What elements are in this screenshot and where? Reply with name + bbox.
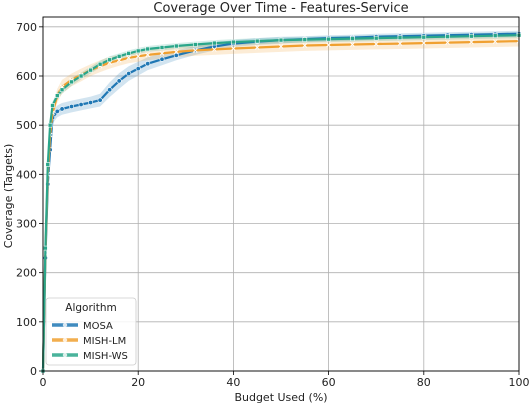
y-tick-label: 400	[16, 168, 37, 181]
data-point-mish-lm	[326, 42, 331, 48]
data-point-mish-lm	[212, 47, 217, 52]
legend-title: Algorithm	[65, 302, 116, 314]
data-point-mish-lm	[492, 39, 498, 44]
x-tick-label: 40	[226, 376, 240, 389]
data-point-mish-ws	[254, 38, 260, 44]
data-point-mish-ws	[43, 245, 48, 251]
data-point-mish-ws	[397, 35, 403, 40]
data-point-mish-lm	[145, 52, 151, 58]
data-point-mish-ws	[135, 48, 141, 54]
data-point-mish-lm	[192, 48, 198, 53]
data-point-mish-ws	[159, 45, 165, 50]
data-point-mish-ws	[107, 57, 112, 63]
data-point-mish-ws	[50, 103, 55, 108]
data-point-mish-lm	[350, 42, 355, 47]
data-point-mish-ws	[469, 33, 474, 39]
legend-marker	[62, 352, 68, 358]
data-point-mish-lm	[135, 53, 141, 59]
data-point-mish-ws	[421, 34, 427, 40]
data-point-mosa	[59, 106, 65, 112]
data-point-mish-ws	[88, 67, 93, 73]
data-point-mosa	[159, 56, 165, 62]
data-point-mish-ws	[492, 33, 498, 38]
data-point-mish-ws	[47, 122, 53, 128]
data-point-mish-ws	[373, 35, 379, 41]
x-tick-label: 60	[322, 376, 336, 389]
y-tick-label: 0	[30, 365, 37, 378]
data-point-mish-lm	[397, 41, 403, 46]
x-tick-label: 20	[131, 376, 145, 389]
data-point-mosa	[107, 87, 113, 93]
y-tick-label: 600	[16, 70, 37, 83]
legend-label-mish-ws: MISH-WS	[83, 351, 128, 362]
axes: 0 20 40 60 80 100 0 100 200 300 400 500 600 700	[16, 16, 530, 389]
data-point-mish-ws	[212, 40, 217, 46]
data-point-mish-ws	[278, 37, 284, 43]
legend-marker	[62, 322, 68, 328]
data-point-mish-ws	[78, 73, 84, 79]
x-tick-label: 100	[509, 376, 530, 389]
data-point-mosa	[126, 71, 132, 77]
chart-title: Coverage Over Time - Features-Service	[153, 1, 408, 16]
data-point-mish-lm	[373, 41, 379, 47]
y-tick-label: 500	[16, 119, 37, 132]
legend: Algorithm MOSA MISH-LM MISH-WS	[45, 297, 137, 366]
data-point-mosa	[54, 108, 60, 114]
data-point-mish-lm	[173, 49, 179, 55]
data-point-mish-lm	[302, 43, 308, 48]
data-point-mish-ws	[326, 36, 331, 42]
data-point-mosa	[97, 97, 103, 103]
data-point-mish-ws	[45, 162, 51, 167]
data-point-mish-lm	[445, 40, 450, 45]
data-point-mish-ws	[173, 43, 179, 49]
data-point-mish-ws	[445, 34, 450, 39]
data-point-mish-ws	[231, 39, 236, 45]
data-point-mosa	[78, 102, 84, 108]
data-point-mish-lm	[231, 46, 236, 51]
data-point-mish-ws	[350, 36, 355, 41]
data-point-mosa	[145, 61, 151, 67]
data-point-mish-lm	[116, 57, 122, 63]
data-point-mish-lm	[126, 55, 132, 61]
y-tick-label: 200	[16, 267, 37, 280]
data-point-mish-lm	[469, 39, 474, 45]
data-point-mosa	[116, 78, 122, 84]
legend-box	[45, 297, 137, 366]
data-point-mosa	[173, 52, 179, 58]
y-tick-label: 300	[16, 218, 37, 231]
data-point-mish-ws	[116, 54, 122, 59]
legend-label-mish-lm: MISH-LM	[83, 336, 126, 347]
x-tick-label: 0	[40, 376, 47, 389]
series-lines	[40, 31, 522, 374]
data-point-mish-lm	[254, 45, 260, 50]
y-tick-label: 100	[16, 316, 37, 329]
x-tick-label: 80	[417, 376, 431, 389]
legend-marker	[62, 337, 68, 343]
data-point-mish-ws	[126, 51, 131, 56]
y-tick-label: 700	[16, 21, 37, 34]
data-point-mish-ws	[59, 87, 65, 93]
data-point-mish-ws	[145, 46, 151, 52]
data-point-mosa	[88, 100, 94, 106]
x-axis-title: Budget Used (%)	[234, 391, 327, 404]
plot-frame	[42, 16, 520, 372]
data-point-mish-lm	[159, 51, 165, 56]
data-point-mish-ws	[69, 79, 74, 85]
data-point-mish-ws	[302, 37, 308, 42]
data-point-mosa	[69, 103, 75, 109]
data-point-mish-ws	[54, 93, 60, 98]
data-point-mish-ws	[97, 61, 103, 67]
legend-label-mosa: MOSA	[83, 321, 113, 332]
data-point-mish-ws	[193, 42, 198, 47]
data-point-mosa	[135, 66, 141, 72]
y-axis-title: Coverage (Targets)	[2, 144, 15, 249]
data-point-mish-lm	[278, 44, 284, 49]
data-point-mish-lm	[421, 40, 427, 46]
